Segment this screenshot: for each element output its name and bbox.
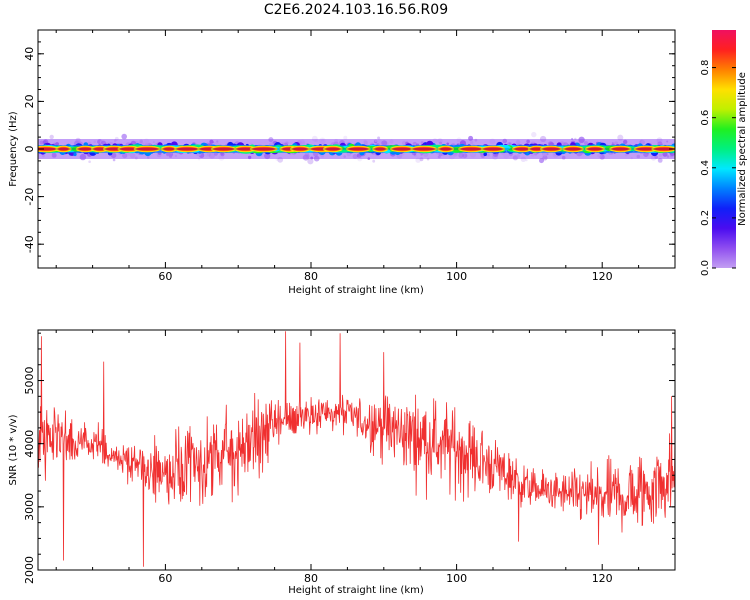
- snr-panel: 60 80 100 120 2000 3000 4000 5000 Height of str…: [8, 329, 676, 596]
- colorbar-ticks: 0.0 0.2 0.4 0.6 0.8: [700, 60, 736, 276]
- colorbar: 0.0 0.2 0.4 0.6 0.8 Normalized spectral ampl…: [700, 30, 748, 276]
- colorbar-gradient: [712, 30, 736, 268]
- spectrum-halo-dot: [377, 136, 381, 140]
- colorbar-tick-label: 0.8: [700, 60, 711, 76]
- colorbar-tick-label: 0.4: [700, 160, 711, 176]
- spectrum-halo-dot: [539, 158, 544, 164]
- spectrogram-heatmap: [38, 131, 675, 165]
- snr-x-tick-label: 80: [304, 572, 318, 585]
- snr-line: [38, 331, 675, 567]
- spectrogram-x-tick-label: 100: [446, 270, 467, 283]
- spectrogram-y-tick-label: 40: [23, 47, 36, 61]
- spectrogram-y-tick-label: -40: [23, 235, 36, 253]
- colorbar-tick-label: 0.0: [700, 260, 711, 276]
- snr-y-tick-label: 4000: [23, 430, 36, 458]
- snr-x-tick-label: 60: [158, 572, 172, 585]
- snr-y-tick-label: 2000: [23, 556, 36, 584]
- spectrum-band-dot: [73, 152, 77, 157]
- snr-frame: [37, 329, 676, 571]
- snr-y-axis-label: SNR (10 * v/v): [8, 414, 19, 485]
- spectrogram-y-tick-label: 0: [23, 146, 36, 153]
- spectrogram-y-tick-label: 20: [23, 94, 36, 108]
- spectrum-halo-dot: [88, 160, 91, 163]
- snr-x-tick-label: 120: [592, 572, 613, 585]
- colorbar-label: Normalized spectral amplitude: [737, 72, 748, 226]
- spectrum-halo-dot: [531, 131, 537, 138]
- spectrum-halo-dot: [525, 159, 528, 162]
- spectrum-halo-dot: [343, 135, 348, 140]
- spectrogram-x-tick-label: 120: [592, 270, 613, 283]
- spectrogram-panel: 60 80 100 120 -40 -20 0 20 40 Height of straight…: [8, 29, 676, 296]
- spectrum-halo-dot: [307, 158, 314, 165]
- figure-title: C2E6.2024.103.16.56.R09: [264, 2, 448, 18]
- colorbar-tick-label: 0.2: [700, 210, 711, 226]
- snr-y-tick-label: 3000: [23, 493, 36, 521]
- spectrum-halo-dot: [372, 159, 376, 163]
- spectrogram-x-axis-label: Height of straight line (km): [288, 285, 424, 296]
- spectrogram-x-tick-label: 60: [158, 270, 172, 283]
- spectrogram-y-axis-label: Frequency (Hz): [8, 111, 19, 187]
- snr-axes: 60 80 100 120 2000 3000 4000 5000: [23, 330, 676, 585]
- spectrum-halo-dot: [112, 158, 116, 162]
- spectrogram-axes: 60 80 100 120 -40 -20 0 20 40: [23, 29, 676, 283]
- spectrogram-x-tick-label: 80: [304, 270, 318, 283]
- snr-x-tick-label: 100: [446, 572, 467, 585]
- snr-y-tick-label: 5000: [23, 367, 36, 395]
- snr-series: [38, 331, 675, 567]
- spectrum-band-dot: [483, 152, 488, 156]
- spectrogram-y-tick-label: -20: [23, 188, 36, 206]
- spectrum-halo-dot: [121, 133, 127, 140]
- snr-x-axis-label: Height of straight line (km): [288, 585, 424, 596]
- spectrum-halo-dot: [657, 158, 663, 163]
- colorbar-tick-label: 0.6: [700, 110, 711, 126]
- spectrum-halo-dot: [49, 134, 54, 140]
